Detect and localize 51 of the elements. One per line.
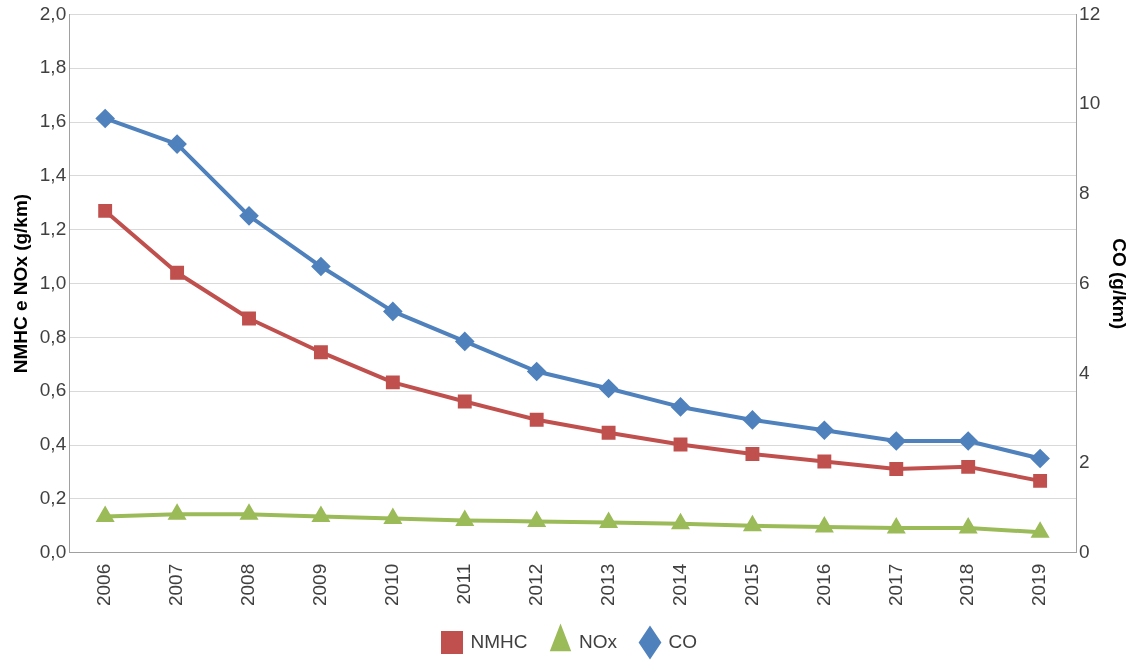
legend-label: NMHC [470, 630, 528, 652]
y-tick-label: 0,0 [39, 540, 67, 562]
x-tick-label: 2008 [237, 563, 259, 607]
y2-tick-label: 12 [1079, 2, 1101, 24]
y2-axis-title: CO (g/km) [1109, 238, 1131, 329]
legend-label: NOx [579, 630, 618, 652]
point [311, 257, 330, 276]
y-tick-label: 1,2 [39, 217, 67, 239]
x-tick-label: 2006 [93, 563, 115, 607]
point [599, 379, 618, 398]
y-tick-label: 2,0 [39, 2, 67, 24]
legend-label: CO [668, 630, 697, 652]
y-axis-title: NMHC e NOx (g/km) [9, 193, 31, 374]
x-tick-label: 2010 [381, 563, 403, 607]
x-tick-label: 2017 [884, 563, 906, 607]
x-tick-label: 2018 [956, 563, 978, 607]
point [168, 135, 187, 154]
point [959, 432, 978, 451]
point [1031, 449, 1050, 468]
y2-tick-label: 0 [1079, 540, 1090, 562]
x-tick-label: 2019 [1028, 563, 1050, 607]
y-tick-label: 1,4 [39, 164, 67, 186]
point [383, 302, 402, 321]
y-tick-label: 0,2 [39, 487, 67, 509]
point [96, 109, 115, 128]
x-tick-label: 2009 [309, 563, 331, 607]
point [240, 206, 259, 225]
y-tick-label: 0,4 [39, 433, 67, 455]
y2-tick-label: 2 [1079, 451, 1090, 473]
y-tick-label: 0,6 [39, 379, 67, 401]
point [743, 410, 762, 429]
point [527, 362, 546, 381]
y2-tick-label: 8 [1079, 182, 1090, 204]
y-tick-label: 1,0 [39, 271, 67, 293]
x-tick-label: 2014 [668, 563, 690, 607]
y-tick-label: 0,8 [39, 325, 67, 347]
y-tick-label: 1,6 [39, 110, 67, 132]
y2-tick-label: 6 [1079, 271, 1090, 293]
point [671, 397, 690, 416]
y-tick-label: 1,8 [39, 56, 67, 78]
x-tick-label: 2016 [812, 563, 834, 607]
point [455, 332, 474, 351]
x-tick-label: 2011 [453, 563, 474, 605]
y2-tick-label: 10 [1079, 92, 1101, 114]
point [815, 421, 834, 440]
y2-tick-label: 4 [1079, 361, 1091, 383]
x-tick-label: 2013 [596, 563, 618, 607]
x-tick-label: 2015 [740, 563, 762, 607]
point [887, 432, 906, 451]
x-tick-label: 2007 [165, 563, 187, 607]
x-tick-label: 2012 [524, 563, 546, 607]
